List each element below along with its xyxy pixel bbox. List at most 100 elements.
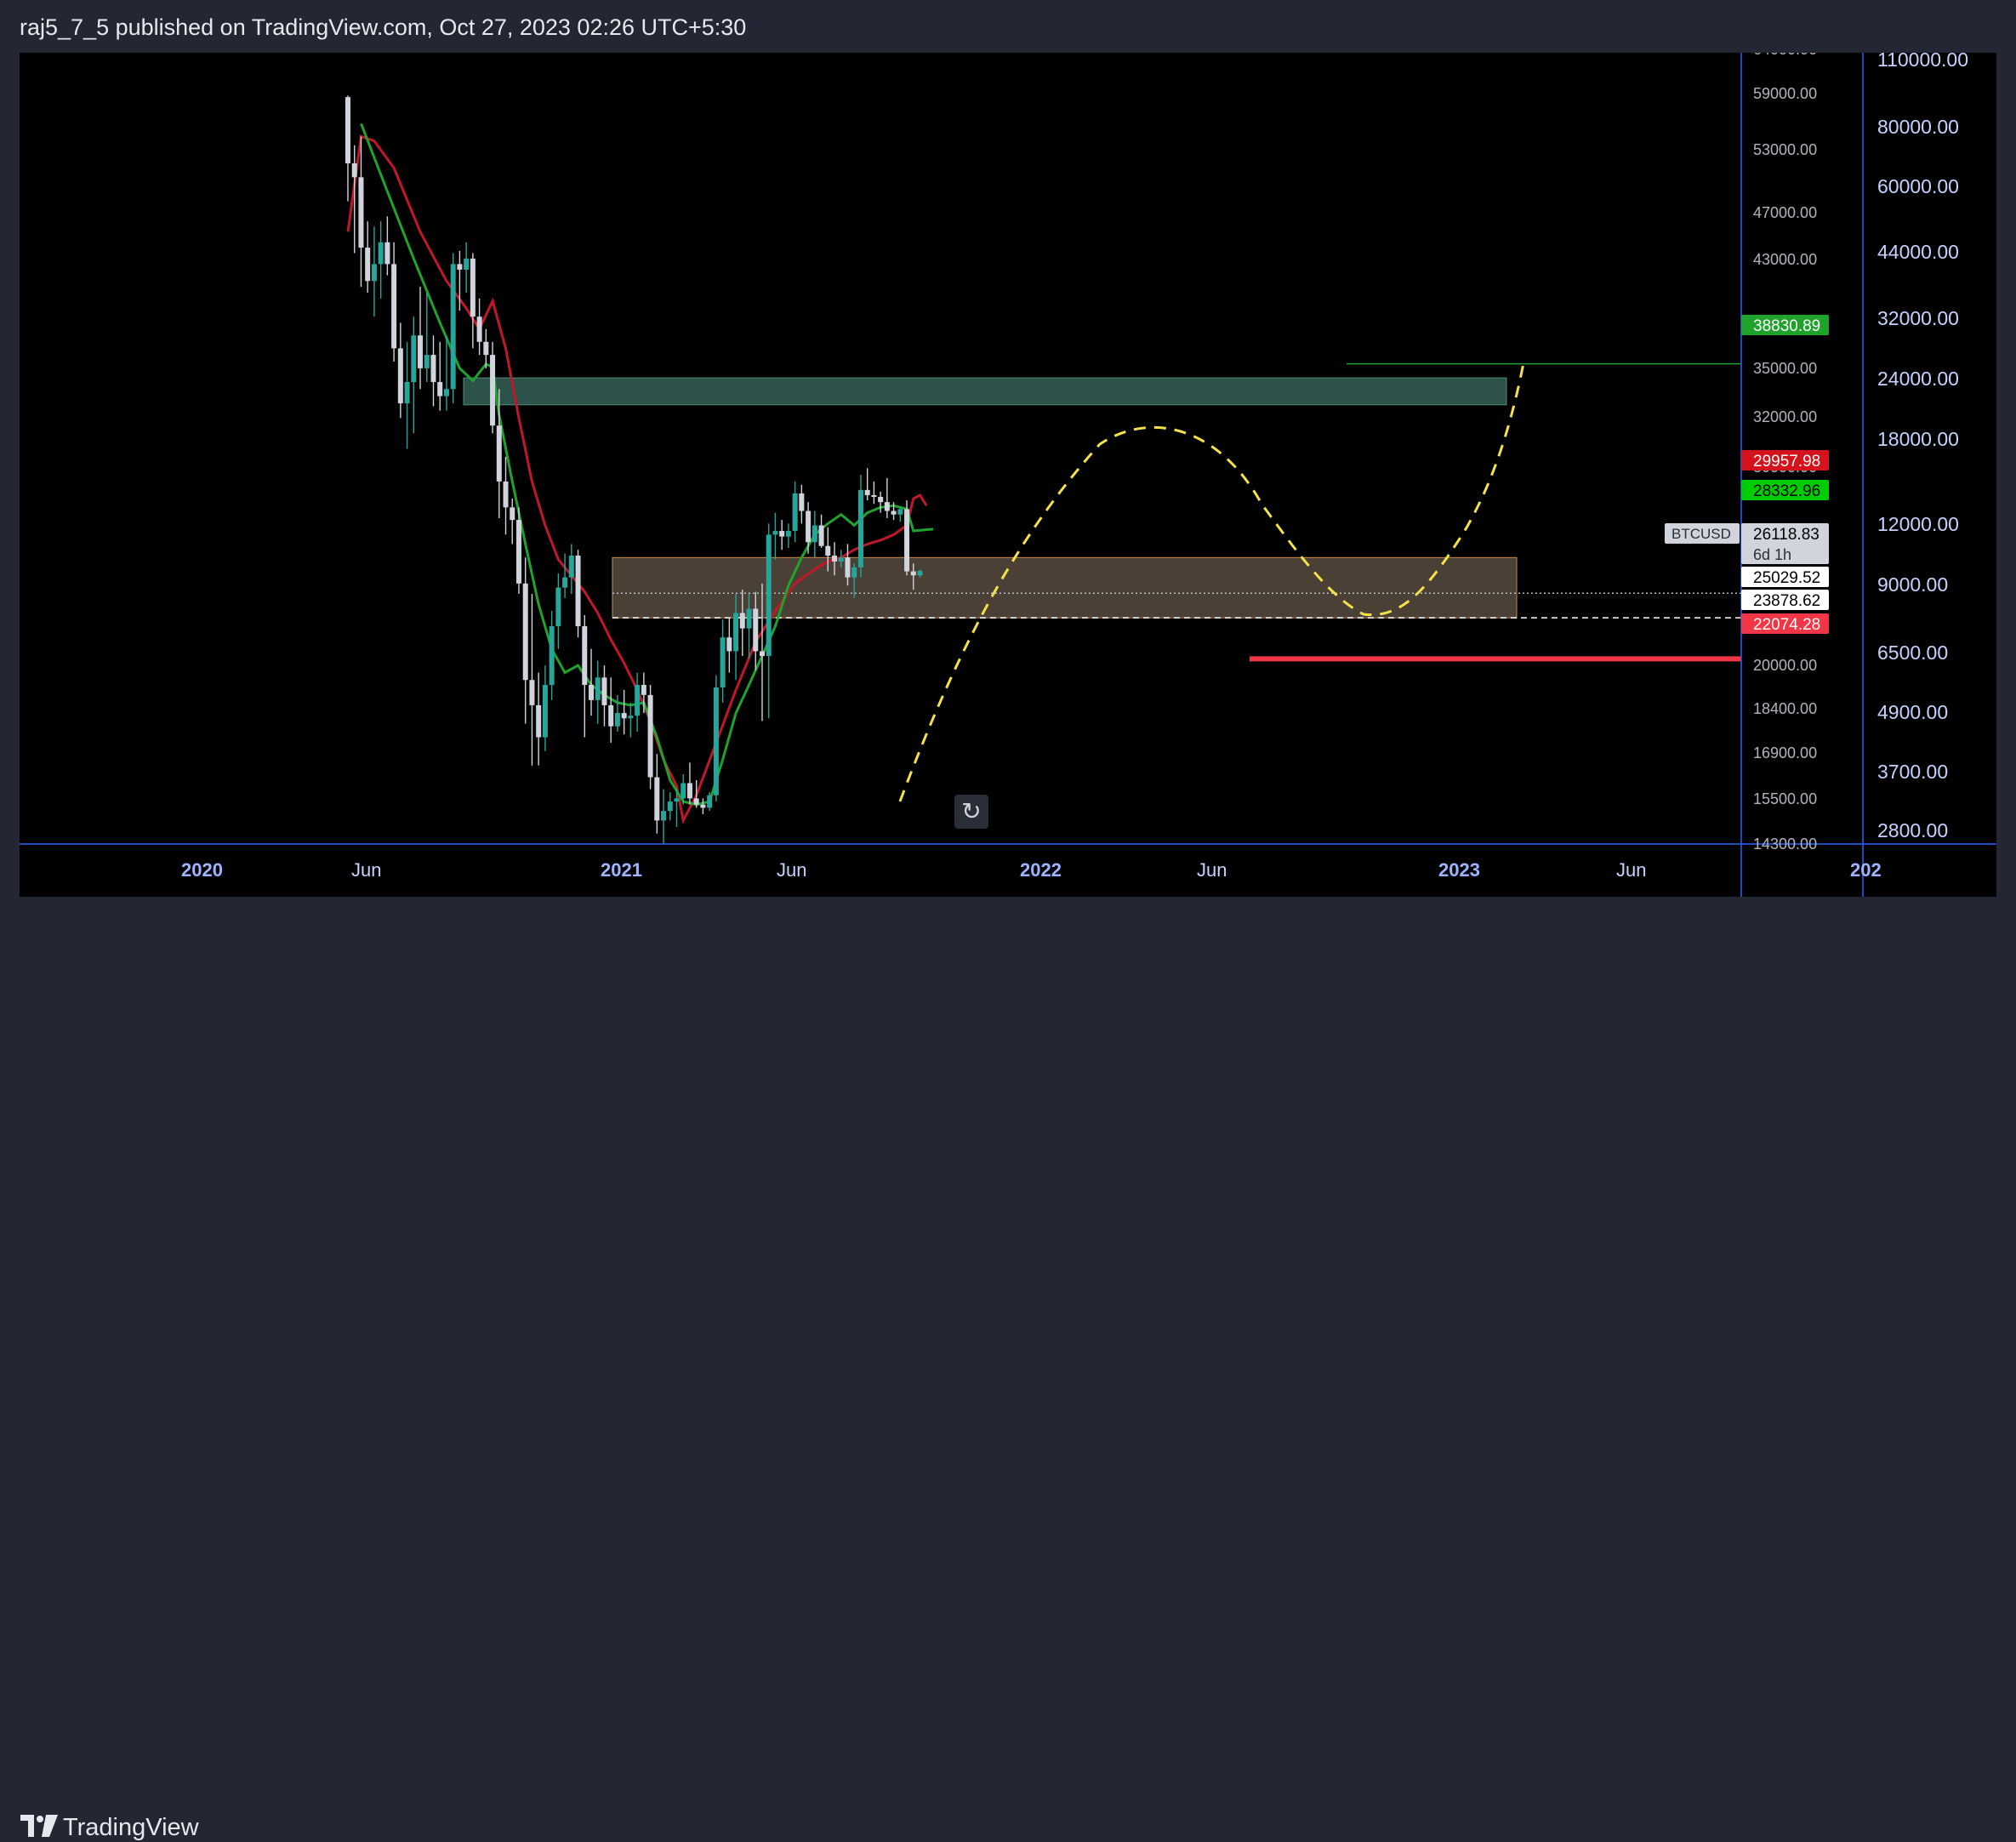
candle [681,774,686,805]
chart-frame[interactable]: 64000.00 59000.00 53000.00 47000.00 43000.00… [20,53,1996,897]
candle [753,591,759,670]
inner-scale-label: 53000.00 [1753,141,1817,158]
candle [378,221,384,299]
support-zone [612,556,1518,619]
candle [464,242,470,293]
candle [358,136,364,288]
time-axis-label: Jun [1616,859,1646,881]
candle [562,553,568,598]
candle-body [378,242,384,265]
candle-body [490,355,496,426]
time-axis-label: Jun [351,859,381,881]
candle-body [825,545,831,556]
candle-body [884,502,890,511]
candle [720,619,726,703]
candle-body [391,264,397,349]
tradingview-logo-icon[interactable] [20,1815,58,1837]
candle [779,520,785,550]
candle-body [878,496,884,503]
price-tag-label: 38830.89 [1753,317,1820,335]
price-tag-label: 22074.28 [1753,616,1820,634]
candle [470,253,476,349]
candle-body [437,382,443,396]
candle [411,317,417,434]
candlestick-chart[interactable]: 64000.00 59000.00 53000.00 47000.00 43000.00… [20,53,1996,897]
outer-scale-label: 12000.00 [1877,513,1959,535]
candle [496,389,502,518]
candle-body [891,510,897,515]
candle-body [904,509,910,572]
candle-body [589,685,595,700]
candle [371,226,377,317]
candle-body [641,685,646,695]
candle [878,491,884,513]
candle [614,694,620,733]
candle-body [384,242,390,265]
candle [759,583,765,721]
price-tag-slow-ma [1741,450,1829,470]
candle [628,702,634,738]
countdown-label: 6d 1h [1753,546,1791,563]
candle [568,544,574,594]
candle [884,477,890,518]
candle [693,779,699,808]
price-tag-last-price [1741,523,1829,564]
candles-group [345,95,923,844]
candle-body [713,687,719,796]
candle-body [746,608,752,629]
candle-body [483,341,489,356]
candle-body [667,801,673,812]
price-tag-label: 23878.62 [1753,592,1820,610]
candle [555,573,561,649]
candle-body [542,685,548,738]
candle-body [464,258,470,270]
inner-scale-label: 43000.00 [1753,251,1817,268]
candle [404,341,410,449]
candle-body [693,798,699,805]
candle [661,789,667,844]
inner-scale-label: 35000.00 [1753,360,1817,377]
candle [536,672,542,766]
outer-scale-label: 60000.00 [1877,175,1959,197]
candle [522,557,528,724]
tradingview-brand[interactable]: TradingView [63,1814,199,1841]
candle-body [621,713,627,719]
candle-body [365,248,371,282]
candle [608,677,614,743]
candle-body [720,637,726,687]
candle-body [674,798,680,802]
candle-body [430,355,436,383]
price-tag-label: 28332.96 [1753,482,1820,500]
inner-scale-label: 15500.00 [1753,790,1817,807]
candle-body [700,804,706,808]
candle [424,292,430,383]
candle [766,523,772,719]
outer-scale-label: 24000.00 [1877,368,1959,390]
candle-body [515,520,521,584]
candle-body [806,510,812,543]
candle [397,322,403,419]
candle-body [575,556,581,626]
candle [917,569,923,578]
candle-body [358,177,364,248]
candle-body [351,163,357,178]
candle-body [450,264,456,390]
candle [418,287,424,390]
candle [707,792,713,812]
time-axis-label: Jun [1197,859,1227,881]
candle-body [522,583,528,681]
candle-body [661,811,667,821]
candle [542,665,548,751]
candle-body [766,534,772,656]
candle [864,468,870,501]
candle [575,550,581,638]
candle [700,798,706,814]
time-axis-label: 2021 [601,859,642,881]
candle [529,593,535,766]
candle [792,481,798,543]
reset-chart-button[interactable]: ↻ [954,795,988,829]
candle [384,216,390,276]
candle-body [529,680,535,705]
candle [845,544,851,586]
candle [430,335,436,407]
